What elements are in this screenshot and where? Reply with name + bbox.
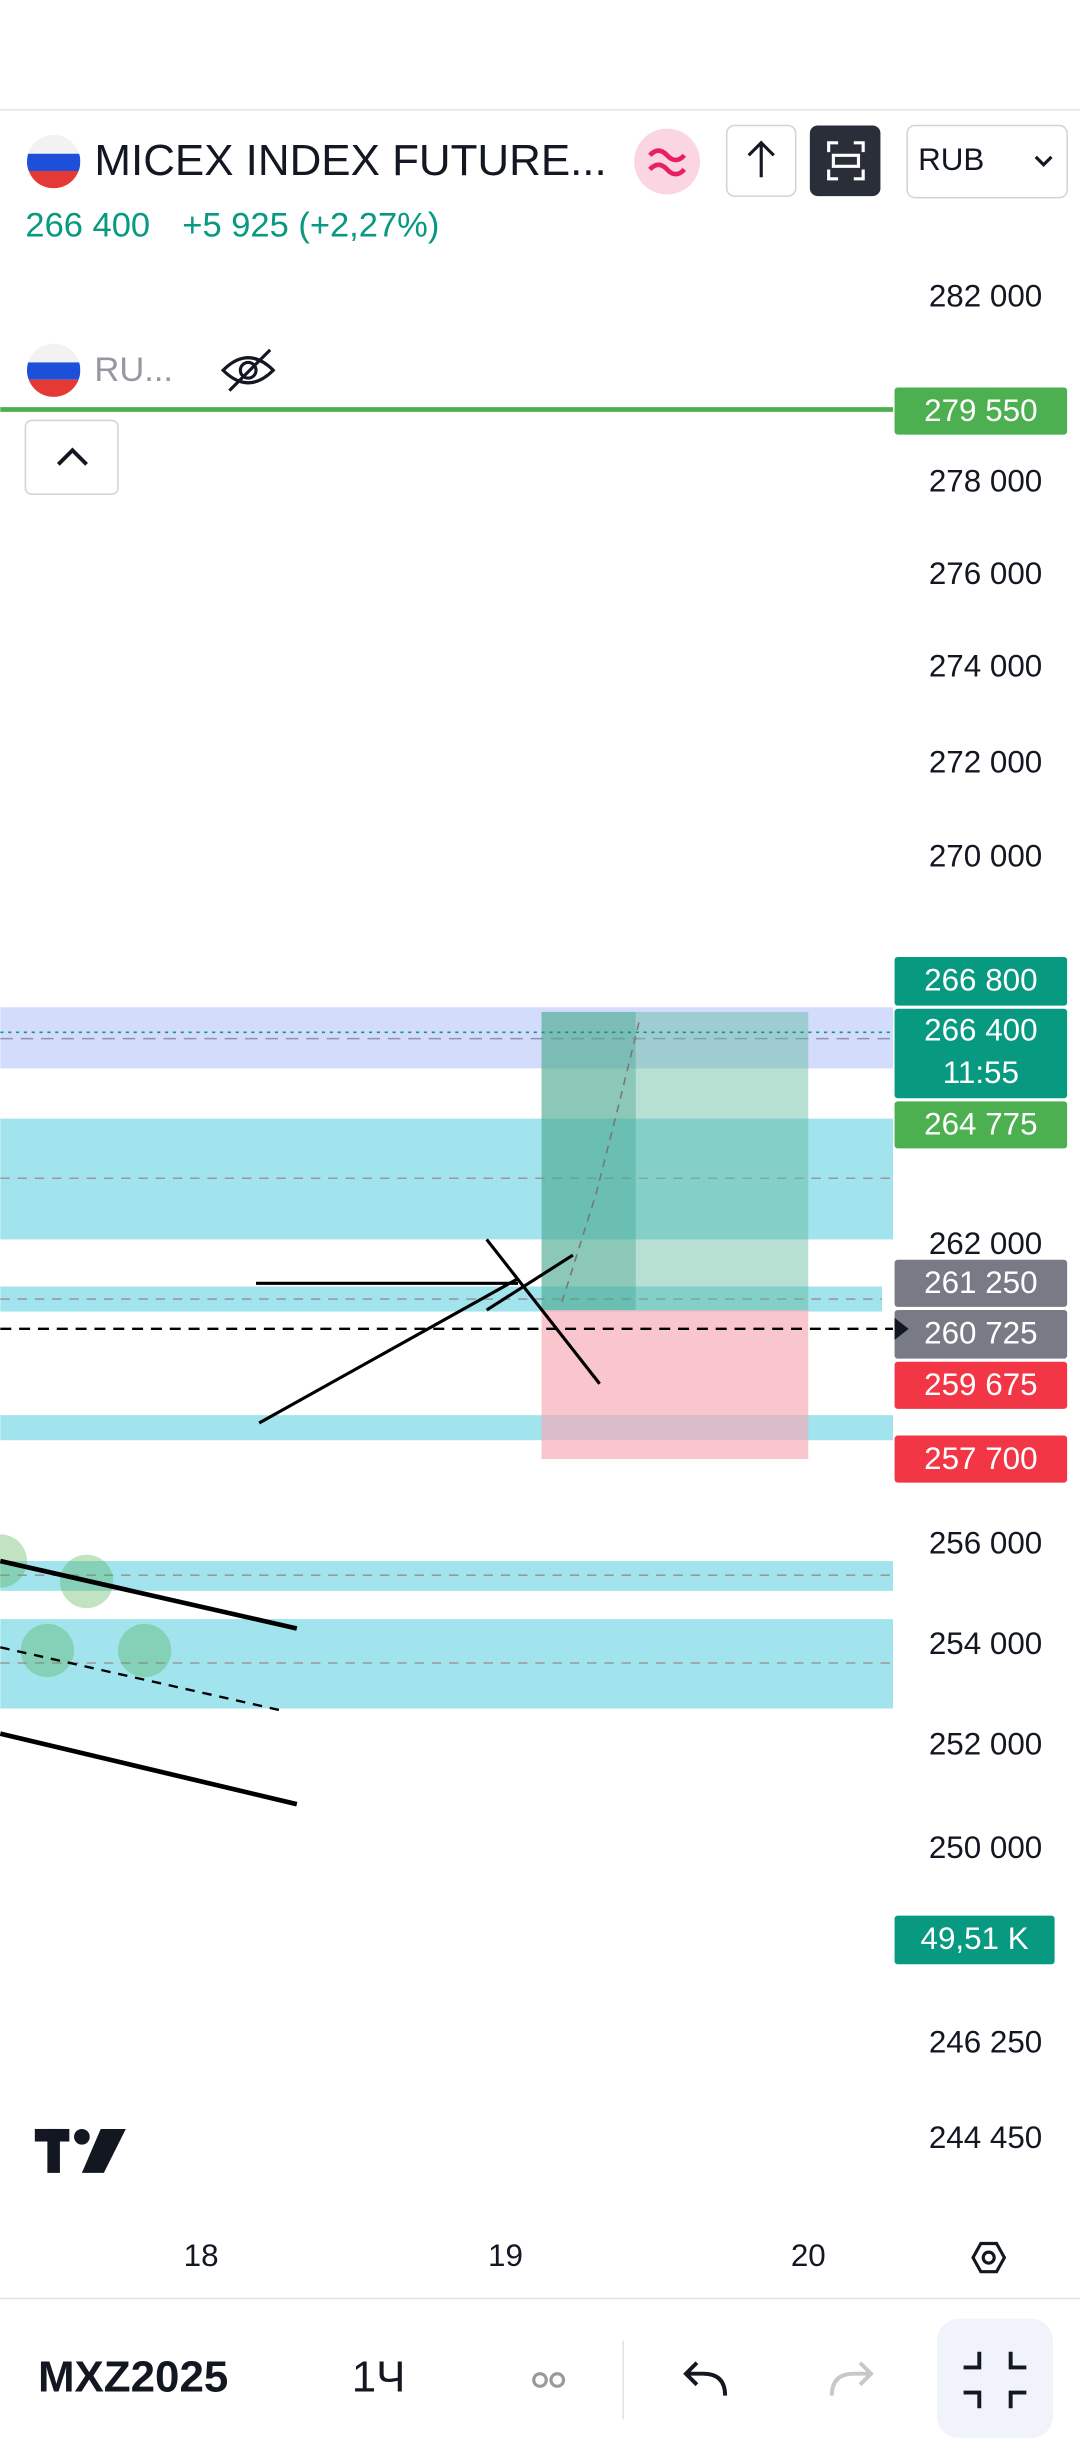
- price-tag: [894, 1310, 1068, 1359]
- pointer: [894, 1317, 909, 1340]
- price-tag: [894, 1008, 1068, 1099]
- logo: [34, 2128, 126, 2173]
- data-source-badge[interactable]: [634, 128, 701, 195]
- symbol-title[interactable]: MICEX INDEX FUTURE...: [94, 136, 606, 185]
- chevron-up: [56, 447, 88, 466]
- price-label: 256 000: [929, 1526, 1042, 1561]
- zone: [0, 1561, 893, 1591]
- marker: [117, 1623, 172, 1678]
- price-tag-label: 266 400: [924, 1013, 1037, 1048]
- price-label: 282 000: [929, 278, 1042, 313]
- price-tag-label: 260 725: [924, 1315, 1037, 1350]
- fullscreen-button[interactable]: [809, 125, 881, 197]
- price-label: 278 000: [929, 463, 1042, 498]
- time-label: 19: [488, 2238, 523, 2273]
- trend-line: [485, 1238, 601, 1385]
- marker: [20, 1623, 75, 1678]
- price-label: 262 000: [929, 1226, 1042, 1261]
- toolbar-bg: [0, 2298, 1080, 2460]
- arrow-icon: [747, 140, 775, 178]
- price-label: 246 250: [929, 2025, 1042, 2060]
- marker: [0, 1534, 27, 1588]
- price-change: +5 925 (+2,27%): [182, 207, 439, 245]
- chart-type-button[interactable]: [532, 2372, 566, 2388]
- position-loss: [541, 1310, 809, 1460]
- price-tag: [894, 1915, 1055, 1965]
- undo-button[interactable]: [683, 2361, 728, 2396]
- trend-line: [0, 1646, 280, 1712]
- zones: [0, 407, 893, 1709]
- volume-tag-label: 49,51 K: [921, 1921, 1029, 1956]
- status-bar: [0, 0, 1080, 110]
- price-label: 274 000: [929, 649, 1042, 684]
- position-profit-elapsed: [541, 1011, 636, 1311]
- trend-line: [485, 1253, 574, 1312]
- price-tag: [894, 1259, 1068, 1307]
- price-label: 244 450: [929, 2120, 1042, 2155]
- flag: [26, 134, 81, 189]
- time-label: 20: [791, 2238, 826, 2273]
- interval-button[interactable]: 1Ч: [352, 2353, 406, 2402]
- price-tag-label: 259 675: [924, 1367, 1037, 1402]
- countdown: 11:55: [943, 1055, 1019, 1090]
- indicator-label[interactable]: RU...: [94, 351, 173, 389]
- drawings: [0, 1238, 601, 1807]
- price-label: 254 000: [929, 1626, 1042, 1661]
- price-tag: [894, 1361, 1068, 1409]
- position-profit: [541, 1011, 809, 1311]
- collapse-button[interactable]: [24, 419, 119, 495]
- fullscreen-icon: [827, 141, 865, 181]
- price-label: 270 000: [929, 838, 1042, 873]
- price-label: 252 000: [929, 1726, 1042, 1761]
- price-tag-label: 266 800: [924, 962, 1037, 997]
- price-tag-label: 261 250: [924, 1265, 1037, 1300]
- time-axis: 18 19 20: [184, 2238, 1007, 2274]
- price-label: 250 000: [929, 1830, 1042, 1865]
- exit-icon: [963, 2351, 1027, 2409]
- price-tag: [894, 1435, 1068, 1483]
- trend-line: [0, 1558, 298, 1631]
- visibility-toggle[interactable]: [220, 348, 276, 392]
- header: MICEX INDEX FUTURE... RUB 266 400 +5 925…: [25, 124, 1068, 245]
- trend-line: [0, 1731, 298, 1807]
- chevron: [1034, 155, 1053, 167]
- price-tag-label: 279 550: [924, 393, 1037, 428]
- projection: [561, 1016, 642, 1303]
- price-tag: [894, 387, 1068, 435]
- indicator-row: RU...: [24, 343, 276, 495]
- price-label: 272 000: [929, 744, 1042, 779]
- exit-fullscreen-button[interactable]: [936, 2318, 1054, 2439]
- price-tag-label: 264 775: [924, 1107, 1037, 1142]
- price-label: 276 000: [929, 556, 1042, 591]
- trend-line: [258, 1277, 519, 1425]
- currency-label: RUB: [918, 142, 984, 177]
- badge-icon: [648, 148, 687, 177]
- redo-button[interactable]: [829, 2361, 874, 2396]
- time-label: 18: [184, 2238, 219, 2273]
- symbol-button[interactable]: MXZ2025: [38, 2353, 228, 2402]
- bottom-bar: MXZ2025 1Ч: [0, 2297, 1080, 2460]
- currency-select[interactable]: [906, 124, 1068, 199]
- price-axis: 282 000 278 000 276 000 274 000 272 000 …: [894, 278, 1068, 2155]
- last-price: 266 400: [25, 207, 150, 245]
- price-tag: [894, 1101, 1068, 1149]
- settings-button[interactable]: [971, 2241, 1007, 2274]
- flag: [26, 343, 81, 397]
- price-tag: [894, 957, 1068, 1006]
- price-tag-label: 257 700: [924, 1441, 1037, 1476]
